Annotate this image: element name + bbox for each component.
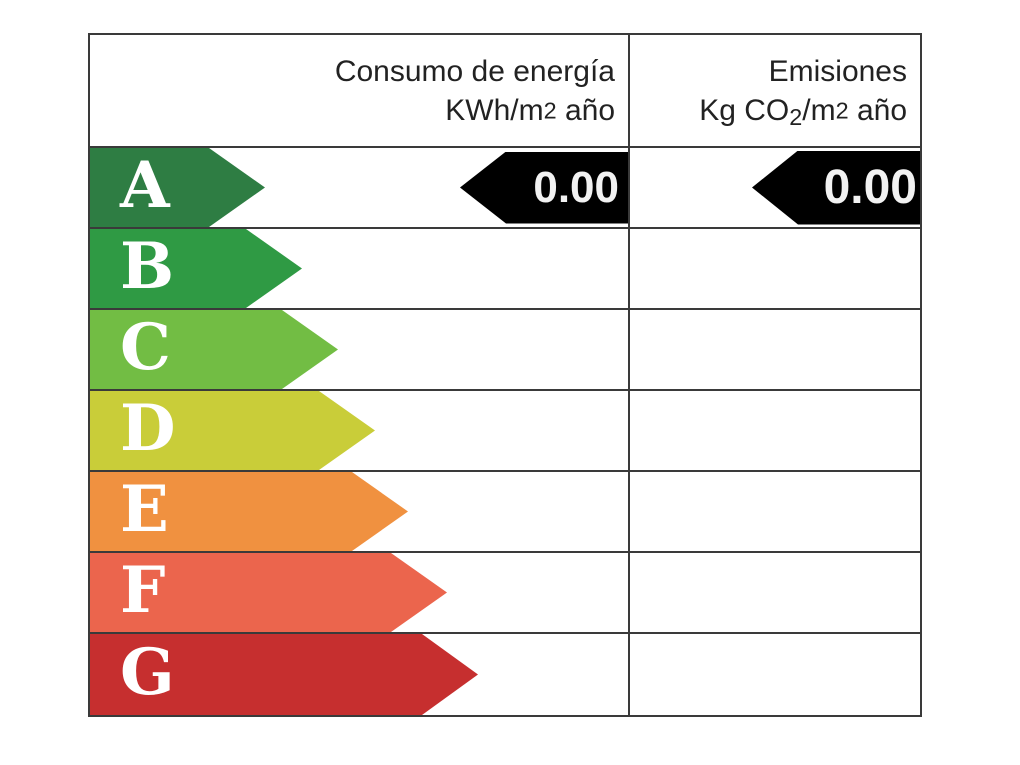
rating-arrow-c: C: [90, 310, 338, 389]
row-a-energy-cell: A 0.00: [90, 148, 630, 229]
header-emissions: Emisiones Kg CO2/m2 año: [630, 35, 920, 148]
emissions-header-title: Emisiones: [768, 55, 907, 88]
rating-letter-b: B: [120, 228, 175, 304]
energy-unit-exponent: 2: [543, 97, 557, 124]
row-e-emissions-cell: [630, 472, 920, 553]
row-g-energy-cell: G: [90, 634, 630, 715]
row-a-emissions-cell: 0.00: [630, 148, 920, 229]
row-e-energy-cell: E: [90, 472, 630, 553]
energy-header-title: Consumo de energía: [334, 55, 615, 88]
energy-rating-table: Consumo de energía KWh/m2 año Emisiones …: [88, 33, 922, 717]
rating-arrow-f: F: [90, 553, 447, 632]
row-c-energy-cell: C: [90, 310, 630, 391]
energy-header-unit: KWh/m2 año: [445, 94, 615, 127]
rating-letter-e: E: [120, 471, 169, 547]
row-d-emissions-cell: [630, 391, 920, 472]
co2-subscript: 2: [789, 104, 803, 131]
energy-value: 0.00: [533, 162, 619, 212]
row-f-emissions-cell: [630, 553, 920, 634]
rating-arrow-a: A: [90, 148, 265, 227]
rating-arrow-b: B: [90, 229, 302, 308]
rating-arrow-e: E: [90, 472, 408, 551]
rating-letter-f: F: [120, 552, 166, 628]
row-g-emissions-cell: [630, 634, 920, 715]
emissions-value-indicator-arrow: 0.00: [752, 150, 920, 225]
emissions-unit-exponent: 2: [835, 97, 849, 124]
rating-letter-c: C: [120, 309, 171, 385]
row-d-energy-cell: D: [90, 391, 630, 472]
rating-letter-a: A: [120, 147, 170, 223]
rating-arrow-d: D: [90, 391, 375, 470]
rating-letter-d: D: [120, 390, 176, 466]
header-energy-consumption: Consumo de energía KWh/m2 año: [90, 35, 630, 148]
row-b-emissions-cell: [630, 229, 920, 310]
emissions-value: 0.00: [823, 161, 917, 214]
energy-value-indicator-arrow: 0.00: [460, 151, 628, 224]
emissions-header-unit: Kg CO2/m2 año: [699, 94, 907, 131]
rating-letter-g: G: [120, 634, 175, 710]
rating-arrow-g: G: [90, 634, 478, 715]
row-c-emissions-cell: [630, 310, 920, 391]
row-b-energy-cell: B: [90, 229, 630, 310]
row-f-energy-cell: F: [90, 553, 630, 634]
